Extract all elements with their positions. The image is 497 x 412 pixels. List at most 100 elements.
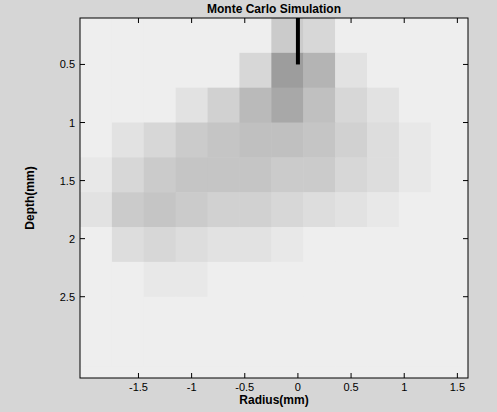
heat-cell [271,332,303,367]
heat-cell [303,157,335,192]
heat-cell [239,227,271,262]
y-tick [463,296,468,297]
heat-cell [303,227,335,262]
y-tick [80,296,85,297]
title: Monte Carlo Simulation [207,2,341,16]
heat-cell [271,262,303,297]
heat-cell [112,88,144,123]
heat-cell [112,192,144,227]
heat-cell [399,157,431,192]
heat-cell [176,53,208,88]
heat-cell [176,18,208,53]
heat-cell [335,88,367,123]
heat-cell [431,123,463,158]
heat-cell [144,227,176,262]
heat-cell [303,53,335,88]
heat-cell [112,123,144,158]
x-tick-label: 1 [401,381,407,393]
heat-cell [303,88,335,123]
heat-cell [112,332,144,367]
x-tick [138,373,139,378]
heat-cell [271,88,303,123]
x-tick [404,18,405,23]
heat-cell [271,192,303,227]
heat-cell [144,157,176,192]
heat-cell [239,18,271,53]
heat-cell [208,262,240,297]
heat-cell [144,123,176,158]
heat-cell [335,157,367,192]
x-tick [404,373,405,378]
cells [80,18,463,367]
y-tick-label: 2 [69,233,75,245]
heat-cell [208,157,240,192]
x-tick [191,373,192,378]
heat-cell [303,18,335,53]
heat-cell [335,53,367,88]
heat-cell [303,332,335,367]
x-tick [138,18,139,23]
x-tick [297,373,298,378]
plot-background [80,18,468,378]
heat-cell [399,192,431,227]
heat-cell [208,18,240,53]
plot-frame [80,18,468,378]
heat-cell [176,123,208,158]
y-tick-label: 0.5 [60,58,75,70]
heat-cell [367,227,399,262]
heat-cell [367,18,399,53]
heat-cell [208,332,240,367]
heat-cell [271,297,303,332]
heat-cell [80,157,112,192]
x-tick [457,373,458,378]
heat-cell [303,192,335,227]
heat-cell [303,123,335,158]
heat-cell [112,53,144,88]
heat-cell [367,297,399,332]
heat-cell [399,18,431,53]
heat-cell [176,88,208,123]
y-axis-title: Depth(mm) [23,166,37,229]
x-tick [297,18,298,23]
x-tick-label: -1 [187,381,197,393]
heat-cell [239,332,271,367]
heat-cell [176,297,208,332]
heat-cell [239,192,271,227]
x-tick-label: -0.5 [235,381,254,393]
x-tick [191,18,192,23]
heat-cell [399,88,431,123]
x-tick [244,373,245,378]
heat-cell [239,262,271,297]
heat-cell [144,88,176,123]
heat-cell [367,192,399,227]
heat-cell [239,157,271,192]
heat-cell [367,262,399,297]
heat-cell [176,227,208,262]
heat-cell [367,332,399,367]
heat-cell [239,297,271,332]
heat-cell [399,123,431,158]
heat-cell [367,88,399,123]
y-tick [80,122,85,123]
chart: -1.5-1-0.500.511.50.511.522.5Monte Carlo… [0,0,497,412]
heat-cell [176,262,208,297]
heat-cell [367,157,399,192]
heat-cell [80,88,112,123]
heat-cell [431,332,463,367]
heat-cell [431,262,463,297]
heat-cell [80,53,112,88]
heat-cell [335,297,367,332]
heat-cell [335,123,367,158]
heat-cell [176,192,208,227]
heat-cell [431,192,463,227]
x-tick [351,18,352,23]
heat-cell [80,192,112,227]
heat-cell [112,227,144,262]
heat-cell [335,192,367,227]
heat-cell [80,332,112,367]
heat-cell [80,18,112,53]
heat-cell [335,227,367,262]
x-tick [351,373,352,378]
heat-cell [303,262,335,297]
heat-cell [112,262,144,297]
